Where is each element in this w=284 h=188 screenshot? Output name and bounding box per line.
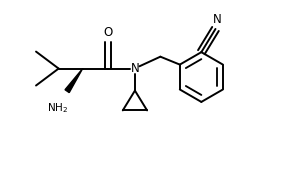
Text: N: N: [131, 62, 139, 75]
Text: N: N: [212, 13, 221, 26]
Text: O: O: [103, 27, 113, 39]
Polygon shape: [65, 69, 83, 93]
Text: NH$_2$: NH$_2$: [47, 101, 68, 115]
